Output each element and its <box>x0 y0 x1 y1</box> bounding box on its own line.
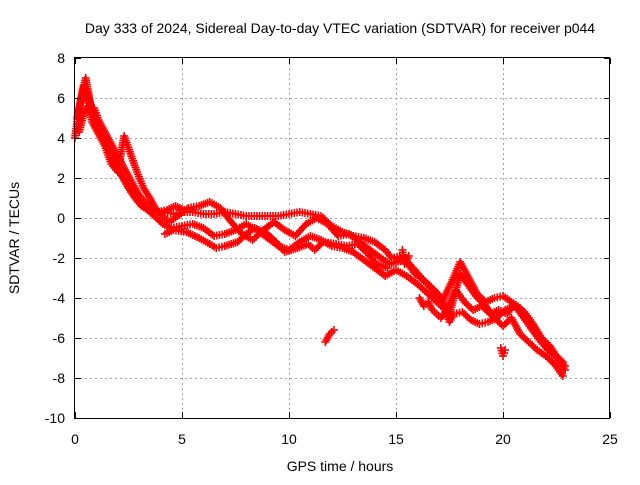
plot-frame <box>74 57 610 419</box>
data-series <box>71 82 570 370</box>
data-series <box>77 88 189 216</box>
y-tick-label: 0 <box>57 210 65 226</box>
data-series <box>73 74 567 380</box>
data-series <box>160 224 392 272</box>
data-point <box>501 346 510 354</box>
data-point <box>180 206 189 214</box>
x-tick-label: 25 <box>602 431 618 447</box>
data-series <box>75 102 567 366</box>
axis-layer: 0 5 10 15 20 25 -10 -8 -6 -4 -2 0 2 4 6 8 <box>45 50 618 447</box>
y-tick-label: -4 <box>53 290 66 306</box>
chart-title: Day 333 of 2024, Sidereal Day-to-day VTE… <box>85 20 595 36</box>
y-tick-label: -10 <box>45 410 65 426</box>
y-tick-label: -8 <box>53 370 66 386</box>
data-series <box>415 294 570 374</box>
data-point-interp <box>332 230 341 239</box>
grid-layer <box>75 58 610 418</box>
data-point <box>404 252 413 260</box>
data-point <box>329 326 338 334</box>
x-tick-label: 15 <box>388 431 404 447</box>
x-tick-label: 20 <box>495 431 511 447</box>
data-point-interp <box>208 230 217 239</box>
data-point-interp <box>317 239 326 248</box>
x-tick-label: 5 <box>178 431 186 447</box>
data-points-layer <box>71 74 570 380</box>
y-tick-label: -6 <box>53 330 66 346</box>
x-tick-label: 10 <box>281 431 297 447</box>
y-tick-label: -2 <box>53 250 66 266</box>
data-point <box>558 372 567 380</box>
data-point <box>561 366 570 374</box>
x-axis-label: GPS time / hours <box>287 458 394 474</box>
data-point <box>383 264 392 272</box>
y-tick-label: 6 <box>57 90 65 106</box>
data-series <box>321 246 510 360</box>
y-tick-label: 8 <box>57 50 65 66</box>
y-tick-label: 2 <box>57 170 65 186</box>
x-tick-label: 0 <box>71 431 79 447</box>
y-axis-label: SDTVAR / TECUs <box>6 182 22 294</box>
y-tick-label: 4 <box>57 130 65 146</box>
